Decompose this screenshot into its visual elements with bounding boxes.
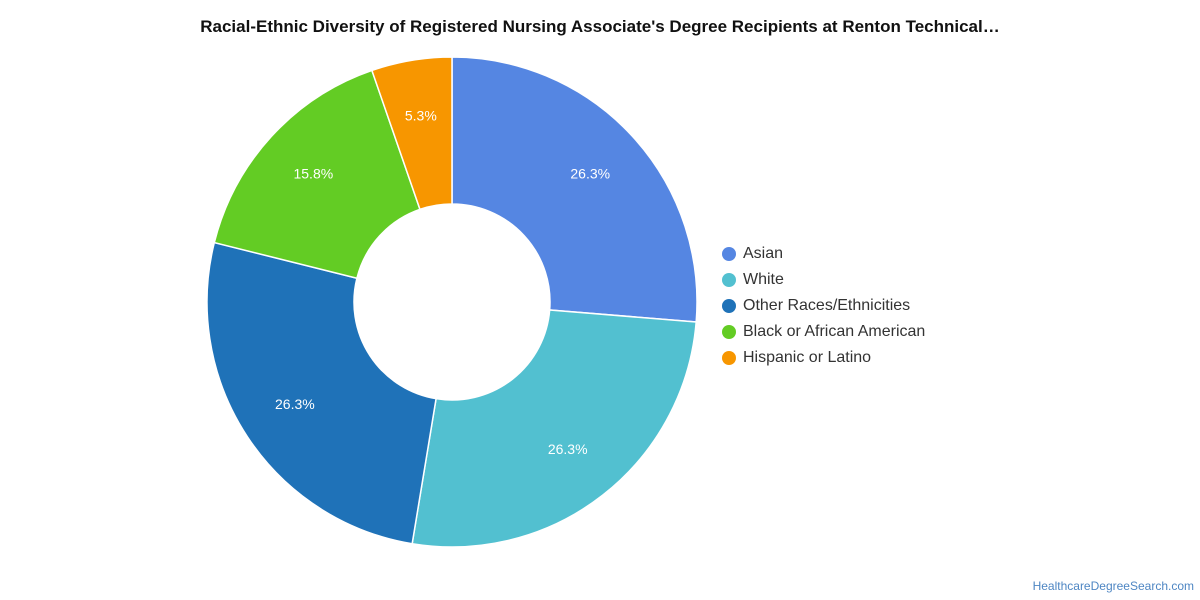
legend-dot-icon bbox=[722, 299, 736, 313]
slice-label: 26.3% bbox=[275, 396, 315, 412]
chart-title: Racial-Ethnic Diversity of Registered Nu… bbox=[200, 17, 1000, 36]
slice-other-races-ethnicities[interactable] bbox=[206, 241, 437, 545]
slice-hispanic-or-latino[interactable] bbox=[370, 56, 453, 211]
legend-dot-icon bbox=[722, 273, 736, 287]
slice-label: 5.3% bbox=[405, 107, 437, 123]
slice-labels: 26.3% 26.3% 26.3% 15.8% 5.3% bbox=[275, 107, 610, 457]
slice-label: 15.8% bbox=[293, 166, 333, 182]
legend: Asian White Other Races/Ethnicities Black o… bbox=[722, 241, 925, 371]
slice-black-or-african-american[interactable] bbox=[213, 69, 421, 280]
legend-label: Other Races/Ethnicities bbox=[743, 297, 911, 314]
legend-label: Asian bbox=[743, 245, 784, 262]
legend-dot-icon bbox=[722, 351, 736, 365]
slice-label: 26.3% bbox=[548, 441, 588, 457]
source-watermark[interactable]: HealthcareDegreeSearch.com bbox=[1032, 579, 1194, 593]
legend-item[interactable]: Hispanic or Latino bbox=[722, 345, 925, 371]
legend-dot-icon bbox=[722, 325, 736, 339]
legend-label: Hispanic or Latino bbox=[743, 349, 872, 366]
legend-label: White bbox=[743, 271, 784, 288]
legend-item[interactable]: White bbox=[722, 267, 925, 293]
legend-label: Black or African American bbox=[743, 323, 926, 340]
slices bbox=[206, 56, 698, 548]
slice-white[interactable] bbox=[411, 309, 697, 548]
slice-asian[interactable] bbox=[451, 56, 698, 323]
legend-item[interactable]: Black or African American bbox=[722, 319, 925, 345]
legend-item[interactable]: Asian bbox=[722, 241, 925, 267]
legend-dot-icon bbox=[722, 247, 736, 261]
slice-label: 26.3% bbox=[570, 165, 610, 181]
legend-item[interactable]: Other Races/Ethnicities bbox=[722, 293, 925, 319]
